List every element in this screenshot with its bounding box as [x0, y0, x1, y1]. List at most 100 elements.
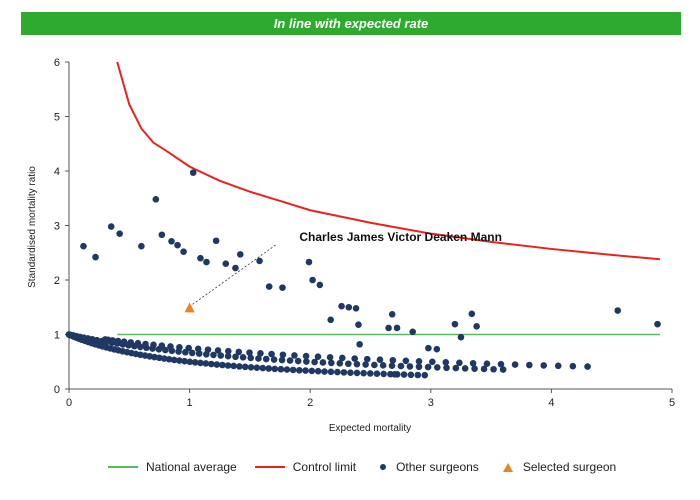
other-surgeon-point — [156, 354, 163, 362]
other-surgeon-point — [232, 353, 239, 361]
other-surgeon-point — [214, 347, 222, 354]
other-surgeon-point — [380, 370, 387, 378]
other-surgeon-point — [239, 354, 247, 361]
other-surgeon-point — [176, 357, 183, 364]
other-surgeon-point — [289, 366, 297, 374]
other-surgeon-point — [185, 344, 192, 352]
other-surgeon-point — [540, 362, 548, 369]
other-surgeon-point — [371, 361, 378, 369]
other-surgeon-point — [283, 366, 291, 373]
other-surgeon-point — [208, 360, 215, 368]
other-surgeon-point — [389, 356, 397, 364]
other-surgeon-point — [321, 368, 328, 375]
other-surgeon-point — [614, 307, 622, 314]
y-tick-label: 3 — [54, 221, 60, 233]
other-surgeon-point — [204, 346, 212, 353]
other-surgeon-point — [224, 347, 232, 355]
other-surgeon-point — [340, 369, 348, 376]
other-surgeon-point — [554, 362, 562, 370]
other-surgeon-point — [385, 324, 392, 332]
other-surgeon-point — [181, 357, 188, 365]
other-surgeon-point — [253, 364, 261, 371]
other-surgeon-point — [210, 351, 217, 359]
other-surgeon-point — [407, 371, 415, 379]
other-surgeon-point — [356, 341, 363, 348]
other-surgeon-point — [230, 362, 237, 370]
other-surgeon-point — [452, 364, 460, 372]
other-surgeon-point — [433, 345, 441, 353]
other-surgeon-point — [391, 370, 398, 378]
other-surgeon-point — [279, 351, 287, 359]
other-surgeon-point — [326, 354, 334, 361]
legend-swatch-other-surgeons — [380, 464, 387, 470]
other-surgeon-point — [309, 276, 316, 284]
other-surgeon-point — [311, 358, 318, 366]
x-tick-label: 5 — [669, 397, 675, 409]
other-surgeon-point — [213, 361, 221, 368]
other-surgeon-point — [400, 371, 408, 378]
other-surgeon-point — [167, 343, 174, 350]
other-surgeon-point — [424, 363, 432, 371]
other-surgeon-point — [443, 364, 450, 372]
other-surgeon-point — [158, 231, 166, 239]
selected-surgeon-marker — [184, 302, 195, 313]
other-surgeon-point — [457, 333, 465, 341]
other-surgeon-point — [526, 361, 533, 369]
other-surgeon-point — [363, 355, 371, 363]
other-surgeon-point — [247, 354, 255, 362]
legend-label-national-average: National average — [146, 460, 237, 474]
other-surgeon-point — [291, 352, 298, 359]
other-surgeon-point — [393, 324, 401, 332]
other-surgeon-point — [334, 368, 341, 376]
y-tick-label: 4 — [54, 166, 60, 178]
y-tick-label: 6 — [54, 57, 60, 69]
other-surgeon-point — [425, 344, 432, 352]
other-surgeon-point — [511, 361, 519, 368]
other-surgeon-point — [203, 258, 210, 266]
other-surgeon-point — [232, 264, 239, 272]
other-surgeon-point — [654, 320, 661, 328]
other-surgeon-point — [256, 257, 263, 265]
other-surgeon-point — [351, 355, 358, 362]
other-surgeon-point — [202, 360, 210, 367]
other-surgeon-point — [584, 363, 591, 370]
other-surgeon-point — [120, 338, 128, 346]
other-surgeon-point — [319, 359, 327, 366]
other-surgeon-point — [379, 362, 387, 369]
other-surgeon-point — [160, 355, 168, 362]
other-surgeon-point — [409, 328, 417, 336]
other-surgeon-point — [162, 346, 169, 354]
other-surgeon-point — [490, 365, 497, 373]
other-surgeon-point — [116, 230, 123, 237]
other-surgeon-point — [224, 352, 232, 360]
other-surgeon-point — [308, 367, 316, 375]
other-surgeon-point — [497, 360, 505, 368]
other-surgeon-point — [296, 366, 303, 374]
control-limit-line — [116, 61, 661, 261]
other-surgeon-point — [235, 348, 243, 356]
banner: In line with expected rate — [21, 12, 681, 35]
other-surgeon-point — [303, 358, 310, 365]
series-layer — [65, 61, 661, 379]
other-surgeon-point — [429, 358, 436, 366]
other-surgeon-point — [376, 356, 384, 363]
other-surgeon-point — [265, 365, 273, 372]
other-surgeon-point — [302, 367, 309, 374]
x-tick-label: 0 — [66, 397, 72, 409]
other-surgeon-point — [259, 364, 267, 372]
other-surgeon-point — [270, 356, 278, 363]
other-surgeon-point — [456, 359, 463, 367]
other-surgeon-point — [241, 363, 249, 371]
legend-label-selected-surgeon: Selected surgeon — [522, 460, 617, 474]
other-surgeon-point — [362, 361, 369, 368]
other-surgeon-point — [271, 365, 279, 373]
other-surgeon-point — [569, 362, 577, 370]
other-surgeon-point — [265, 283, 273, 290]
x-tick-label: 4 — [548, 397, 554, 409]
other-surgeon-point — [336, 360, 344, 367]
other-surgeon-point — [219, 361, 226, 369]
other-surgeon-point — [353, 360, 361, 368]
other-surgeon-point — [442, 359, 450, 366]
annotation-leader-line — [192, 244, 277, 305]
y-tick-label: 2 — [54, 275, 60, 287]
